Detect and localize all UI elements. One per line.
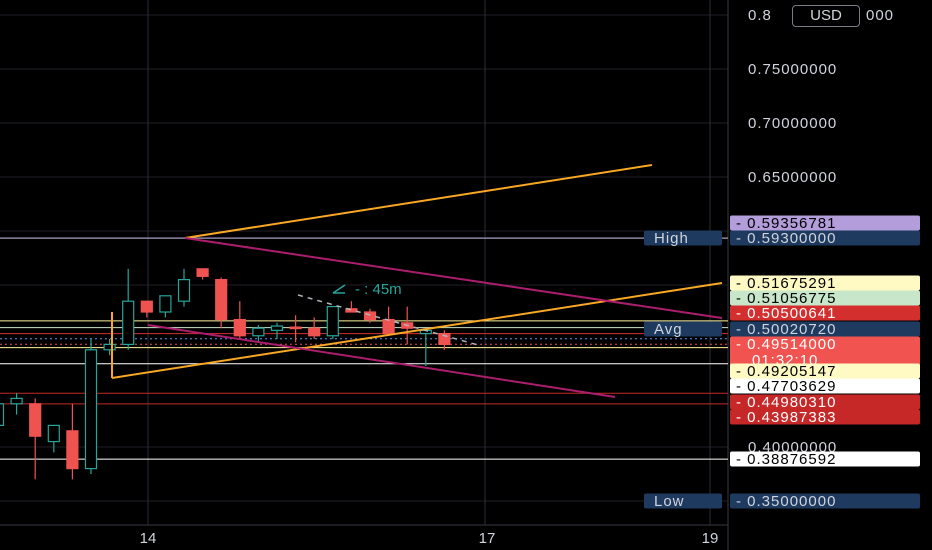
- price-tag-label: High: [654, 230, 689, 247]
- price-tags: - 0.59356781- 0.59300000 High - 0.51675291…: [644, 215, 920, 510]
- candle-body: [289, 326, 302, 330]
- chart-grid: [0, 0, 729, 550]
- price-tag-box: [730, 336, 920, 369]
- candle-body: [66, 430, 79, 470]
- price-tag-box: [730, 363, 920, 379]
- price-tag-value: - 0.49514000: [736, 336, 836, 353]
- price-tag-value: - 0.35000000: [736, 493, 836, 510]
- price-tag-box: [730, 230, 920, 246]
- channel-upper-trendline[interactable]: [184, 164, 653, 239]
- candle-body: [0, 403, 5, 426]
- candle-body: [438, 333, 451, 346]
- candle-body: [122, 300, 135, 346]
- price-tag-value: - 0.50500641: [736, 305, 836, 322]
- price-tag-box: [730, 321, 920, 337]
- y-tick-label: 0.75000000: [748, 61, 837, 78]
- annotation-label: - : 45m: [355, 281, 402, 298]
- candlestick-series: [0, 268, 451, 480]
- price-tag-label-box: [644, 230, 722, 246]
- candle-body: [103, 343, 116, 351]
- price-tag-value: - 0.51056775: [736, 290, 836, 307]
- candle-body: [84, 349, 98, 470]
- y-tick-label: 0.70000000: [748, 115, 837, 132]
- candle-body: [159, 295, 172, 313]
- price-tag-value: - 0.38876592: [736, 451, 836, 468]
- candle-body: [29, 403, 42, 437]
- price-tag-box: [730, 451, 920, 467]
- currency-button[interactable]: USD: [792, 5, 860, 27]
- candle-body: [140, 300, 153, 313]
- price-tag-value: - 0.51675291: [736, 275, 836, 292]
- dashed-measure-line[interactable]: [297, 294, 479, 346]
- trend-line-drawings[interactable]: - : 45m: [111, 164, 723, 398]
- price-tag-value: - 0.49205147: [736, 363, 836, 380]
- candle-body: [345, 308, 358, 313]
- price-tag-label: Low: [654, 493, 685, 510]
- horizontal-level-lines[interactable]: [0, 237, 728, 460]
- price-tag-box: [730, 378, 920, 394]
- candle-body: [326, 306, 339, 337]
- channel-lower-trendline[interactable]: [111, 282, 723, 379]
- price-tag-value: - 0.47703629: [736, 378, 836, 395]
- y-tick-label-partial: 000: [866, 7, 894, 24]
- x-tick-label: 17: [479, 530, 496, 547]
- candle-body: [177, 279, 191, 302]
- x-tick-label: 19: [702, 530, 719, 547]
- descending-lower-trendline[interactable]: [147, 324, 616, 398]
- price-tag-value: - 0.59300000: [736, 230, 836, 247]
- price-tag-value: - 0.59356781: [736, 215, 836, 232]
- candle-body: [270, 325, 284, 331]
- time-axis[interactable]: 14 17 19: [0, 524, 728, 547]
- y-tick-label: 0.65000000: [748, 169, 837, 186]
- price-tag-label: Avg: [654, 321, 683, 338]
- price-tag-value: - 0.44980310: [736, 394, 836, 411]
- price-tag-box: [730, 290, 920, 306]
- y-tick-label: 0.8: [748, 7, 772, 24]
- price-tag-box: [730, 275, 920, 291]
- candle-body: [196, 268, 209, 277]
- arrow-marker-icon: [332, 284, 346, 294]
- candle-body: [47, 424, 60, 443]
- candle-body: [308, 327, 321, 337]
- descending-upper-trendline[interactable]: [184, 237, 723, 319]
- candle-body: [215, 279, 228, 321]
- price-tag-label-box: [644, 493, 722, 509]
- price-tag-value: - 0.43987383: [736, 409, 836, 426]
- price-tag-label-box: [644, 321, 722, 337]
- price-tag-box: [730, 305, 920, 321]
- x-tick-label: 14: [140, 530, 157, 547]
- candle-body: [233, 318, 246, 337]
- price-tag-box: [730, 409, 920, 425]
- price-tag-box: [730, 493, 920, 509]
- candle-body: [363, 311, 377, 321]
- price-tag-box: [730, 394, 920, 410]
- candle-body: [382, 318, 395, 335]
- price-tag-value: - 0.50020720: [736, 321, 836, 338]
- candle-body: [252, 327, 265, 337]
- candle-body: [10, 397, 23, 405]
- price-tag-box: [730, 215, 920, 231]
